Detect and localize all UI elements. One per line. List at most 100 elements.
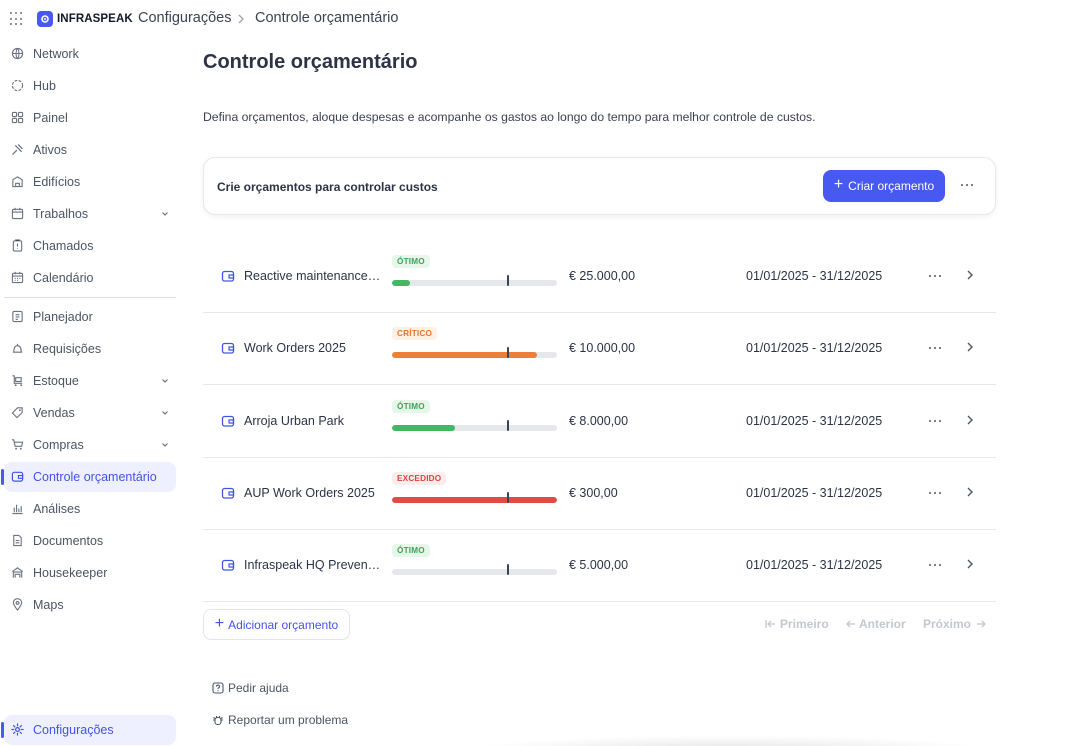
sidebar-item-label: Controle orçamentário bbox=[33, 470, 157, 484]
budget-amount: € 300,00 bbox=[569, 485, 618, 500]
sidebar-item-network[interactable]: Network bbox=[4, 39, 176, 69]
sidebar-item-label: Maps bbox=[33, 598, 64, 612]
chevron-right-icon[interactable] bbox=[965, 340, 975, 354]
sidebar-item-label: Requisições bbox=[33, 342, 102, 356]
bug-icon bbox=[213, 716, 223, 726]
budget-amount: € 5.000,00 bbox=[569, 558, 629, 573]
budget-progress-fill bbox=[392, 352, 538, 359]
sidebar-item-label: Vendas bbox=[33, 406, 75, 420]
budget-row[interactable]: Arroja Urban Park ÓTIMO € 8.000,00 01/01/20… bbox=[203, 386, 996, 458]
brand-logo[interactable]: INFRASPEAK bbox=[37, 11, 133, 27]
pagination-previous[interactable]: Anterior bbox=[845, 617, 906, 631]
budget-row[interactable]: AUP Work Orders 2025 EXCEDIDO € 300,00 01/0… bbox=[203, 458, 996, 530]
budget-amount: € 8.000,00 bbox=[569, 413, 629, 428]
budget-name: Arroja Urban Park bbox=[244, 413, 345, 428]
sidebar-item-label: Trabalhos bbox=[33, 207, 89, 221]
sidebar-item-requisicoes[interactable]: Requisições bbox=[4, 334, 176, 364]
sidebar-item-controle-orcamentario[interactable]: Controle orçamentário bbox=[1, 462, 176, 492]
map-pin-icon bbox=[12, 598, 23, 611]
chevron-right-icon[interactable] bbox=[965, 413, 975, 427]
card-title: Crie orçamentos para controlar custos bbox=[217, 180, 438, 194]
page-description: Defina orçamentos, aloque despesas e aco… bbox=[203, 110, 816, 124]
chevron-down-icon bbox=[162, 443, 168, 447]
sidebar-item-label: Chamados bbox=[33, 239, 94, 253]
sidebar-item-label: Ativos bbox=[33, 143, 68, 157]
budget-name: Infraspeak HQ Preventive bbox=[244, 558, 382, 573]
sidebar-item-ativos[interactable]: Ativos bbox=[4, 135, 176, 165]
chevron-right-icon[interactable] bbox=[965, 268, 975, 282]
sidebar-item-analises[interactable]: Análises bbox=[4, 494, 176, 524]
gear-icon bbox=[11, 723, 24, 736]
stock-icon bbox=[12, 375, 23, 387]
budget-progress-bar bbox=[392, 424, 557, 431]
more-options-icon[interactable] bbox=[927, 415, 943, 427]
globe-icon bbox=[11, 47, 24, 60]
add-budget-label: Adicionar orçamento bbox=[228, 617, 339, 632]
apps-grid-icon[interactable] bbox=[10, 12, 24, 26]
chevron-down-icon bbox=[162, 379, 168, 383]
create-budget-button[interactable]: + Criar orçamento bbox=[823, 170, 945, 202]
budget-row[interactable]: Infraspeak HQ Preventive ÓTIMO € 5.000,00 0… bbox=[203, 530, 996, 603]
budget-time-marker bbox=[506, 275, 509, 286]
sidebar-item-label: Housekeeper bbox=[33, 566, 108, 580]
budget-progress-fill bbox=[392, 280, 411, 286]
budget-amount: € 10.000,00 bbox=[569, 341, 636, 356]
chevron-right-icon[interactable] bbox=[965, 485, 975, 499]
sidebar-item-configuracoes[interactable]: Configurações bbox=[1, 715, 176, 745]
add-budget-button[interactable]: + Adicionar orçamento bbox=[203, 609, 350, 640]
pagination-first[interactable]: Primeiro bbox=[765, 617, 829, 631]
status-badge: ÓTIMO bbox=[392, 255, 430, 268]
more-options-icon[interactable] bbox=[927, 342, 943, 354]
sidebar-item-compras[interactable]: Compras bbox=[4, 430, 176, 460]
sidebar-item-maps[interactable]: Maps bbox=[4, 590, 176, 620]
sidebar-divider bbox=[4, 297, 176, 298]
sidebar-item-planejador[interactable]: Planejador bbox=[4, 302, 176, 332]
top-bar: INFRASPEAK Configurações Controle orçame… bbox=[0, 0, 1081, 38]
report-problem-label: Reportar um problema bbox=[228, 713, 349, 727]
chevron-right-icon[interactable] bbox=[965, 557, 975, 571]
budget-row[interactable]: Reactive maintenance S... ÓTIMO € 25.000,0… bbox=[203, 241, 996, 313]
sidebar-item-estoque[interactable]: Estoque bbox=[4, 366, 176, 396]
sidebar-item-documentos[interactable]: Documentos bbox=[4, 526, 176, 556]
budget-period: 01/01/2025 - 31/12/2025 bbox=[746, 413, 883, 428]
budget-row[interactable]: Work Orders 2025 CRÍTICO € 10.000,00 01/01/… bbox=[203, 313, 996, 386]
create-budget-card: Crie orçamentos para controlar custos + … bbox=[203, 157, 996, 215]
sidebar-item-painel[interactable]: Painel bbox=[4, 103, 176, 133]
chevron-down-icon bbox=[162, 212, 168, 216]
budget-progress-fill bbox=[392, 424, 455, 431]
budget-time-marker bbox=[506, 564, 509, 576]
status-badge: EXCEDIDO bbox=[392, 471, 447, 485]
budget-period: 01/01/2025 - 31/12/2025 bbox=[746, 485, 883, 500]
sidebar-item-vendas[interactable]: Vendas bbox=[4, 398, 176, 428]
help-link[interactable]: Pedir ajuda bbox=[212, 681, 289, 695]
sidebar-item-chamados[interactable]: Chamados bbox=[4, 231, 176, 261]
breadcrumb-settings[interactable]: Configurações bbox=[138, 10, 232, 26]
pagination-first-label: Primeiro bbox=[780, 617, 829, 631]
budget-period: 01/01/2025 - 31/12/2025 bbox=[746, 341, 883, 356]
assets-icon bbox=[12, 144, 23, 155]
more-options-icon[interactable] bbox=[927, 270, 943, 282]
sidebar-item-label: Hub bbox=[33, 79, 56, 93]
budget-progress-bar bbox=[392, 496, 557, 503]
sidebar-item-calendario[interactable]: Calendário bbox=[4, 263, 176, 293]
report-problem-link[interactable]: Reportar um problema bbox=[212, 713, 348, 727]
budget-time-marker bbox=[506, 491, 509, 503]
sidebar-item-hub[interactable]: Hub bbox=[4, 71, 176, 101]
budget-period: 01/01/2025 - 31/12/2025 bbox=[746, 269, 883, 283]
pagination-next[interactable]: Próximo bbox=[923, 617, 987, 631]
more-options-icon[interactable] bbox=[927, 487, 943, 499]
sidebar-item-label: Compras bbox=[33, 438, 84, 452]
bell-icon bbox=[12, 343, 23, 353]
wallet-icon bbox=[221, 270, 235, 282]
more-options-icon[interactable] bbox=[958, 178, 976, 192]
sidebar-item-housekeeper[interactable]: Housekeeper bbox=[4, 558, 176, 588]
active-indicator bbox=[1, 722, 4, 738]
sidebar-item-edificios[interactable]: Edifícios bbox=[4, 167, 176, 197]
page-title: Controle orçamentário bbox=[203, 51, 418, 73]
more-options-icon[interactable] bbox=[927, 559, 943, 571]
pagination-next-label: Próximo bbox=[923, 617, 972, 631]
building-icon bbox=[12, 176, 23, 188]
wallet-icon bbox=[221, 560, 235, 571]
budget-progress-bar bbox=[392, 569, 557, 576]
sidebar-item-trabalhos[interactable]: Trabalhos bbox=[4, 199, 176, 229]
